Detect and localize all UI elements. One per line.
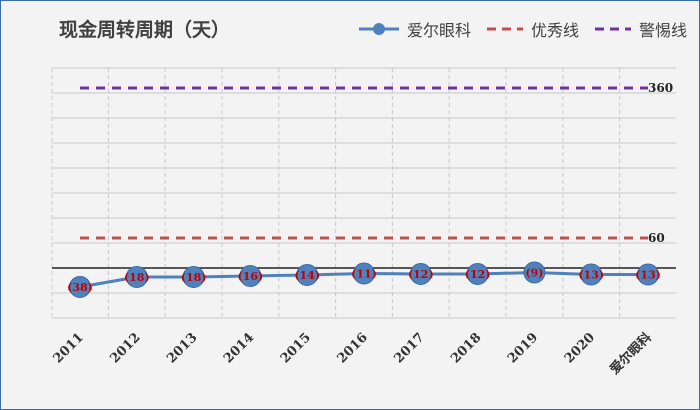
data-point xyxy=(69,276,91,298)
data-point xyxy=(353,262,375,285)
data-label: (12) xyxy=(408,268,434,281)
x-tick-label: 爱尔眼科 xyxy=(607,330,655,378)
x-tick-label: 2016 xyxy=(335,330,371,366)
x-tick-label: 2014 xyxy=(221,330,257,366)
data-label: (18) xyxy=(181,271,207,284)
x-tick-label: 2015 xyxy=(278,330,314,366)
x-tick-label: 2020 xyxy=(562,330,598,366)
data-point xyxy=(125,266,148,288)
legend-swatch-dash-red xyxy=(486,27,523,31)
data-label: (13) xyxy=(635,269,661,282)
data-point xyxy=(466,263,489,285)
data-point xyxy=(637,263,659,286)
data-point xyxy=(409,263,432,285)
data-point xyxy=(239,265,262,287)
data-label: (12) xyxy=(465,268,491,281)
data-label: (14) xyxy=(294,269,320,282)
data-point xyxy=(580,263,603,286)
legend-label-excellent: 优秀线 xyxy=(530,21,579,40)
warning-line-label: 360 xyxy=(648,81,673,95)
x-tick-label: 2018 xyxy=(448,330,484,366)
data-label: (38) xyxy=(67,281,93,294)
excellent-line-label: 60 xyxy=(648,231,665,245)
legend-swatch-line xyxy=(358,23,399,35)
x-tick-label: 2017 xyxy=(391,330,427,366)
data-label: (9) xyxy=(525,267,543,280)
x-tick-label: 2019 xyxy=(505,330,541,366)
legend-item-warning: 警惕线 xyxy=(593,17,687,41)
data-label: (11) xyxy=(351,268,377,281)
legend-swatch-dash-purple xyxy=(594,27,631,31)
legend-item-excellent: 优秀线 xyxy=(485,17,579,41)
data-point xyxy=(182,266,205,288)
chart-title: 现金周转周期（天） xyxy=(59,19,231,41)
legend: 爱尔眼科 优秀线 警惕线 xyxy=(357,17,687,41)
data-point xyxy=(296,264,319,286)
data-label: (13) xyxy=(578,269,604,282)
legend-label-warning: 警惕线 xyxy=(638,21,687,40)
data-label: (16) xyxy=(238,270,264,283)
x-tick-label: 2012 xyxy=(107,330,143,366)
x-tick-label: 2013 xyxy=(164,330,200,366)
data-point xyxy=(523,261,546,284)
data-label: (18) xyxy=(124,271,150,284)
legend-label-airy: 爱尔眼科 xyxy=(406,21,471,40)
x-tick-label: 2011 xyxy=(51,330,87,366)
legend-item-airy: 爱尔眼科 xyxy=(357,17,471,41)
